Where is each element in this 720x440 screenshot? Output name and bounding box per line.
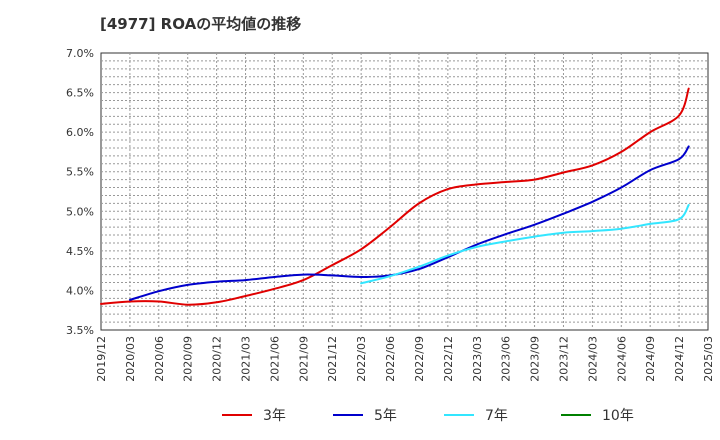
series-line-3年 (100, 87, 690, 306)
x-tick-label: 2022/12 (442, 336, 455, 382)
legend-label-10年: 10年 (602, 408, 634, 424)
y-tick-label: 6.0% (66, 126, 94, 139)
y-tick-label: 5.5% (66, 166, 94, 179)
plot-background (100, 52, 709, 331)
x-tick-label: 2020/03 (124, 336, 137, 382)
x-tick-label: 2020/06 (153, 336, 166, 382)
legend-label-7年: 7年 (485, 408, 508, 424)
series-line-7年 (360, 204, 690, 285)
y-tick-label: 5.0% (66, 205, 94, 218)
x-tick-label: 2024/09 (644, 336, 657, 382)
legend-label-3年: 3年 (263, 408, 286, 424)
x-tick-label: 2022/06 (384, 336, 397, 382)
chart-title: [4977] ROAの平均値の推移 (100, 15, 302, 33)
x-tick-label: 2024/03 (586, 336, 599, 382)
x-tick-label: 2024/06 (615, 336, 628, 382)
x-tick-label: 2019/12 (95, 336, 108, 382)
x-axis-ticks: 2019/12 2020/03 2020/06 2020/09 2020/12 2021/… (95, 336, 715, 382)
y-tick-label: 4.0% (66, 284, 94, 297)
y-tick-label: 7.0% (66, 47, 94, 60)
y-axis-ticks: 3.5% 4.0% 4.5% 5.0% 5.5% 6.0% 6.5% 7.0% (66, 47, 94, 337)
series-line-5年 (128, 145, 690, 301)
x-tick-label: 2021/12 (326, 336, 339, 382)
x-tick-label: 2022/09 (413, 336, 426, 382)
x-tick-label: 2023/12 (557, 336, 570, 382)
x-tick-label: 2024/12 (673, 336, 686, 382)
x-tick-label: 2023/03 (471, 336, 484, 382)
x-tick-label: 2020/12 (211, 336, 224, 382)
x-tick-label: 2023/06 (500, 336, 513, 382)
x-tick-label: 2023/09 (529, 336, 542, 382)
x-tick-label: 2021/06 (268, 336, 281, 382)
y-tick-label: 4.5% (66, 245, 94, 258)
y-tick-label: 6.5% (66, 87, 94, 100)
legend-label-5年: 5年 (374, 408, 397, 424)
x-tick-label: 2021/09 (297, 336, 310, 382)
x-tick-label: 2022/03 (355, 336, 368, 382)
x-tick-label: 2021/03 (240, 336, 253, 382)
legend: 3年 5年 7年 10年 (222, 408, 634, 424)
y-tick-label: 3.5% (66, 324, 94, 337)
x-tick-label: 2025/03 (702, 336, 715, 382)
x-tick-label: 2020/09 (182, 336, 195, 382)
series-lines (100, 87, 690, 306)
